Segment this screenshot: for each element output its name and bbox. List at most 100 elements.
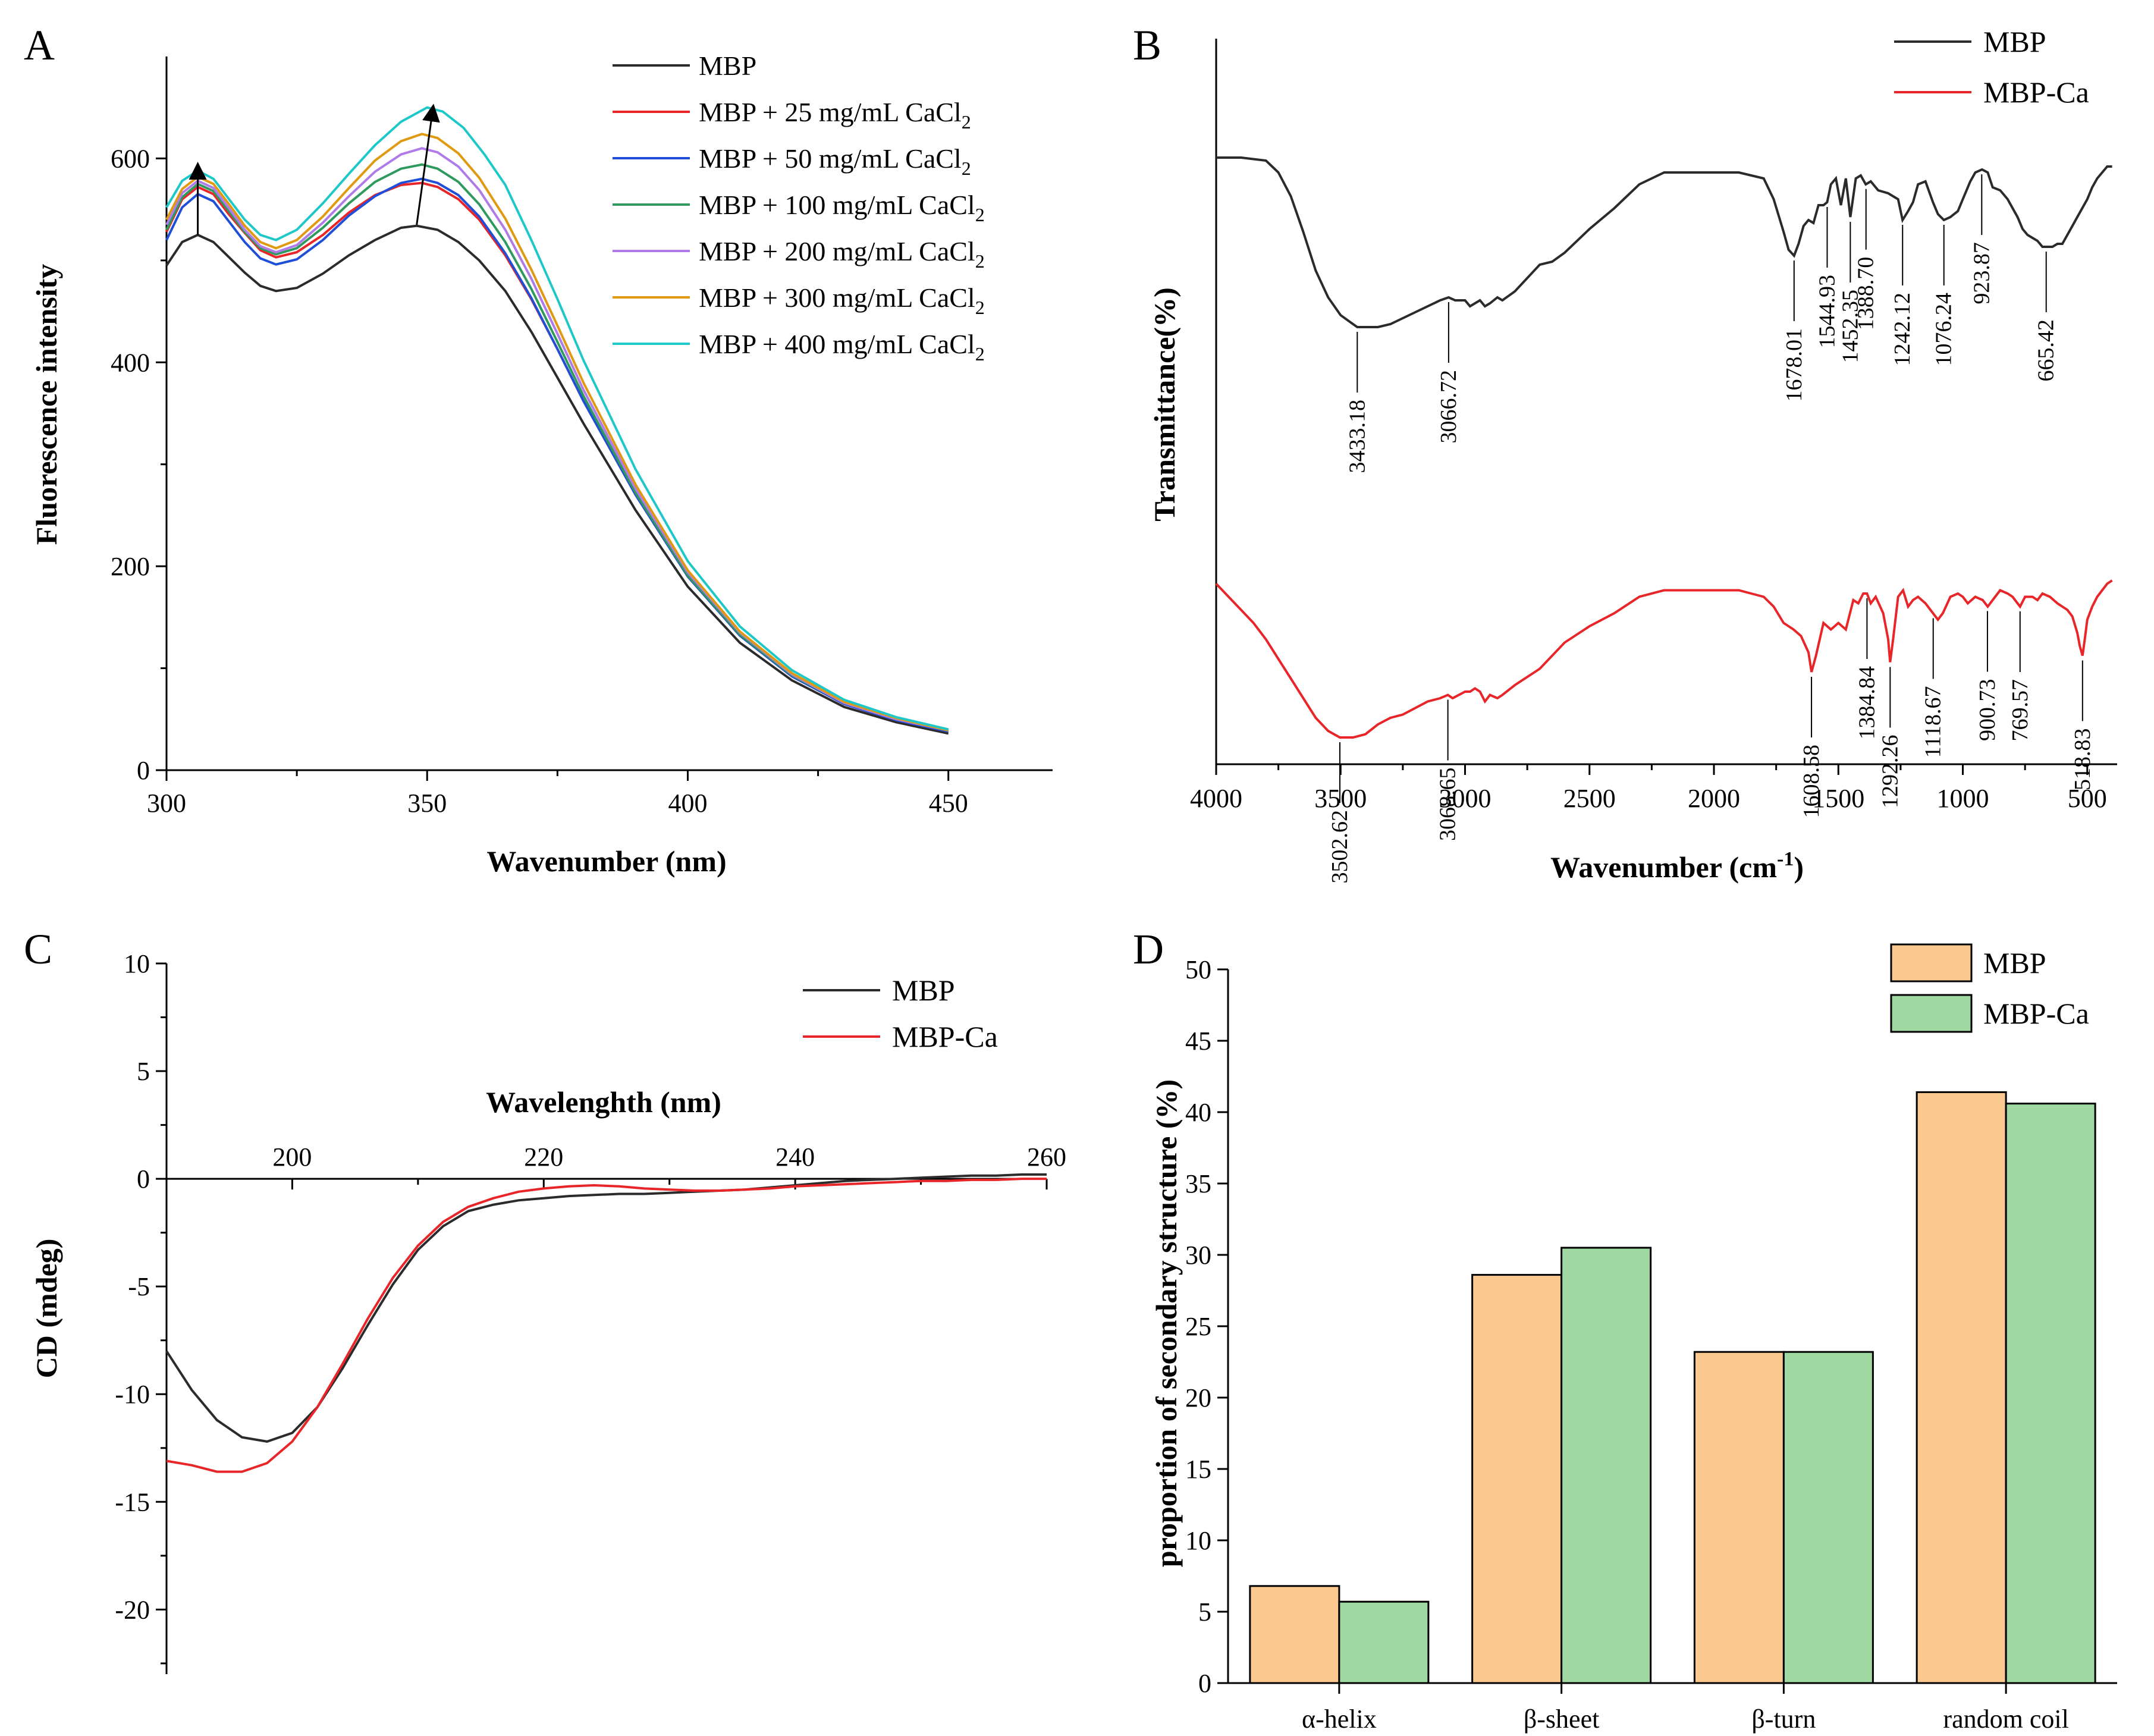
- panel-a-legend-text: MBP + 100 mg/mL CaCl: [699, 190, 975, 220]
- panel-b-legend-label: MBP-Ca: [1983, 76, 2089, 109]
- panel-a-letter: A: [24, 21, 55, 69]
- panel-c-ytick-label: -15: [115, 1487, 150, 1517]
- panel-a-legend-text: MBP + 25 mg/mL CaCl: [699, 97, 962, 127]
- panel-d-ytick-label: 30: [1185, 1241, 1211, 1270]
- panel-b-annotation-label: 1118.67: [1921, 686, 1946, 758]
- panel-c-lines: [165, 1173, 1047, 1473]
- panel-b-annotation-label: 665.42: [2034, 319, 2059, 382]
- panel-d-ytick-label: 50: [1185, 955, 1211, 984]
- panel-b-annotation-label: 518.83: [2070, 729, 2095, 791]
- panel-b-annotation-label: 3066.72: [1436, 370, 1461, 444]
- panel-c-ytick-label: 5: [137, 1057, 150, 1086]
- panel-b-annotation-label: 900.73: [1975, 679, 2000, 741]
- panel-b-xtick-label: 4000: [1190, 784, 1242, 813]
- panel-b: B 4000 3500 3000 2500 2000 1500 1000 500 3433.1…: [1133, 21, 2117, 884]
- panel-b-annotation-label: 3433.18: [1345, 400, 1370, 473]
- panel-b-xlabel: Wavenumber (cm-1): [1550, 848, 1804, 884]
- panel-d-bar: [1782, 1351, 1874, 1684]
- panel-b-xtick-label: 2000: [1688, 784, 1740, 813]
- panel-a-legend-sub: 2: [962, 111, 971, 133]
- panel-a-legend-text: MBP + 200 mg/mL CaCl: [699, 236, 975, 266]
- panel-d-bar: [1471, 1274, 1563, 1684]
- panel-c-legend-label: MBP-Ca: [892, 1020, 998, 1053]
- panel-b-xtick-label: 500: [2068, 784, 2107, 813]
- panel-a: A 300 350 400 450 0 200 400 600 MBP MBP + 25 mg/…: [24, 21, 1053, 878]
- panel-a-legend-label: MBP + 300 mg/mL CaCl2: [699, 282, 985, 318]
- panel-a-xtick-label: 350: [407, 789, 447, 818]
- panel-c-ytick-label: 10: [124, 949, 150, 978]
- panel-d-legend-label: MBP-Ca: [1983, 997, 2089, 1030]
- panel-a-legend-sub: 2: [975, 204, 985, 225]
- panel-b-series-line: [1215, 579, 2113, 739]
- panel-d: D 0 5 10 15 20 25 30 35 40 45 50 α-helix β-sheet β-tu…: [1133, 925, 2117, 1734]
- panel-b-xtick-label: 1000: [1937, 784, 1989, 813]
- panel-a-arrows: [189, 103, 440, 235]
- panel-d-legend-swatch: [1890, 943, 1973, 982]
- panel-a-ylabel: Fluorescence intensity: [30, 264, 63, 545]
- panel-a-legend-sub: 2: [975, 297, 985, 318]
- panel-a-xlabel: Wavenumber (nm): [486, 845, 726, 878]
- panel-d-ytick-label: 25: [1185, 1312, 1211, 1341]
- panel-a-legend-text: MBP: [699, 51, 756, 81]
- panel-a-series-line: [165, 224, 949, 735]
- panel-d-legend-swatch: [1890, 994, 1973, 1033]
- panel-a-ticks: 300 350 400 450 0 200 400 600: [111, 56, 1053, 818]
- panel-d-ytick-label: 35: [1185, 1169, 1211, 1198]
- panel-a-xtick-label: 400: [668, 789, 707, 818]
- panel-c-letter: C: [24, 925, 52, 973]
- panel-a-legend-sub: 2: [962, 158, 971, 179]
- panel-d-ytick-label: 20: [1185, 1383, 1211, 1412]
- panel-c-ytick-label: 0: [137, 1164, 150, 1194]
- panel-d-legend: MBP MBP-Ca: [1890, 943, 2089, 1033]
- panel-a-ytick-label: 200: [111, 552, 150, 581]
- panel-a-legend-text: MBP + 400 mg/mL CaCl: [699, 329, 975, 359]
- panel-b-annotations: 3433.18 3066.72 1678.01 1544.931452.351388.…: [1327, 174, 2095, 884]
- panel-d-bars: [1249, 1091, 2096, 1684]
- panel-a-legend-text: MBP + 50 mg/mL CaCl: [699, 143, 962, 174]
- panel-c-xtick-label: 220: [524, 1142, 563, 1172]
- panel-d-bar: [1916, 1091, 2007, 1684]
- panel-b-xtick-label: 2500: [1563, 784, 1616, 813]
- panel-c-legend: MBP MBP-Ca: [803, 974, 998, 1053]
- panel-d-legend-label: MBP: [1983, 946, 2046, 980]
- panel-c-ticks: 200 220 240 260 10 5 0 -5 -10 -15 -20: [115, 949, 1066, 1674]
- panel-b-lines: [1215, 156, 2113, 739]
- panel-d-ytick-label: 10: [1185, 1526, 1211, 1555]
- panel-c-series-line: [166, 1178, 1047, 1473]
- panel-a-arrow: [416, 103, 440, 225]
- panel-a-series-line: [165, 163, 949, 732]
- panel-a-xtick-label: 450: [929, 789, 968, 818]
- panel-b-xlabel-main: Wavenumber (cm: [1550, 850, 1777, 884]
- panel-c-ylabel: CD (mdeg): [30, 1239, 63, 1379]
- panel-a-legend-text: MBP + 300 mg/mL CaCl: [699, 282, 975, 313]
- panel-a-ytick-label: 600: [111, 144, 150, 173]
- panel-a-ytick-label: 0: [137, 756, 150, 785]
- panel-b-legend: MBP MBP-Ca: [1894, 25, 2089, 109]
- panel-a-legend-sub: 2: [975, 343, 985, 365]
- panel-b-annotation-label: 1608.58: [1799, 745, 1824, 818]
- panel-d-ytick-label: 15: [1185, 1455, 1211, 1484]
- panel-d-bar: [1249, 1585, 1340, 1684]
- panel-d-xtick-label: β-turn: [1751, 1704, 1816, 1734]
- panel-c-ytick-label: -5: [128, 1272, 150, 1301]
- panel-b-annotation-label: 923.87: [1969, 242, 1994, 304]
- panel-c-xtick-label: 260: [1027, 1142, 1066, 1172]
- panel-b-annotation-label: 1388.70: [1854, 257, 1879, 331]
- panel-a-legend-label: MBP + 25 mg/mL CaCl2: [699, 97, 971, 133]
- panel-c-xtick-label: 200: [272, 1142, 312, 1172]
- panel-d-bar: [1338, 1600, 1430, 1684]
- panel-b-annotation-label: 1242.12: [1890, 293, 1915, 366]
- panel-d-ytick-label: 0: [1198, 1669, 1211, 1698]
- panel-b-annotation-label: 769.57: [2008, 679, 2033, 742]
- panel-b-xtick-label: 3500: [1314, 784, 1367, 813]
- panel-d-bar: [1693, 1351, 1785, 1684]
- panel-a-xtick-label: 300: [147, 789, 186, 818]
- panel-d-ticks: 0 5 10 15 20 25 30 35 40 45 50 α-helix β-sheet β-turn…: [1185, 955, 2117, 1734]
- panel-a-legend-label: MBP + 50 mg/mL CaCl2: [699, 143, 971, 179]
- panel-b-annotation-label: 1384.84: [1854, 666, 1879, 740]
- panel-b-annotation-label: 1544.93: [1814, 275, 1839, 349]
- panel-a-lines: [165, 106, 949, 735]
- panel-d-bar: [2005, 1103, 2096, 1684]
